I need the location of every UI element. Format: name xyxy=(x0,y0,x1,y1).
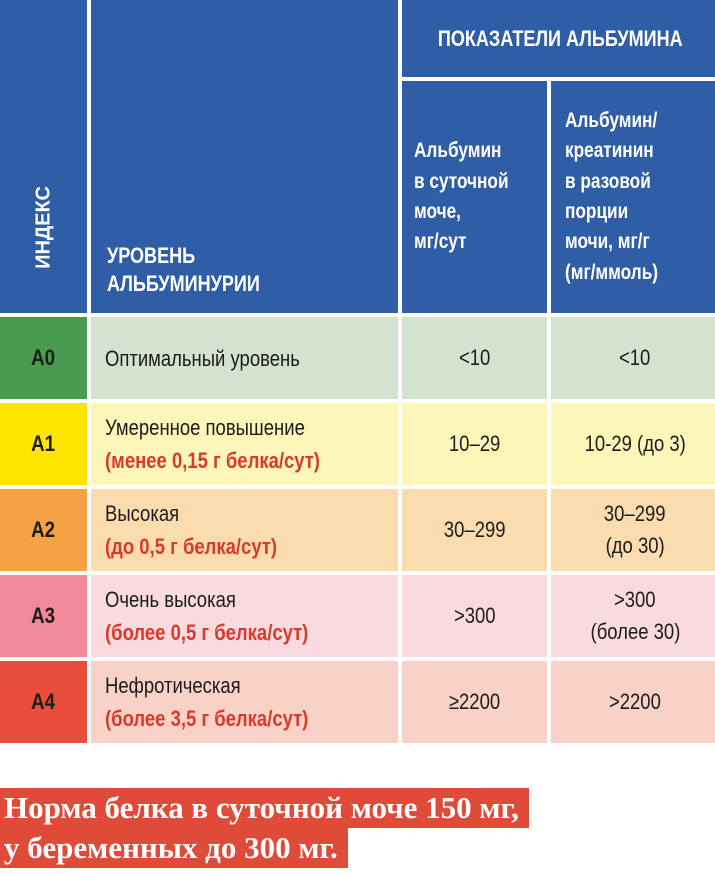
albumin-creatinine-cell: <10 xyxy=(551,317,715,399)
header-group-label: ПОКАЗАТЕЛИ АЛЬБУМИНА xyxy=(438,25,683,51)
header-level: УРОВЕНЬ АЛЬБУМИНУРИИ xyxy=(91,0,398,313)
daily-albumin-value: >300 xyxy=(453,603,496,629)
index-code: А4 xyxy=(31,689,56,714)
header-daily-column: Альбумин в суточной моче, мг/сут xyxy=(402,81,547,313)
albumin-creatinine-value: >2200 xyxy=(609,689,661,715)
daily-albumin-cell: 30–299 xyxy=(402,489,547,571)
level-note: (до 0,5 г белка/сут) xyxy=(105,534,278,559)
daily-albumin-value: 10–29 xyxy=(448,431,501,457)
footer-line-2: у беременных до 300 мг. xyxy=(0,828,348,868)
daily-albumin-value: ≥2200 xyxy=(448,689,501,715)
albumin-creatinine-cell: 10-29 (до 3) xyxy=(551,403,715,485)
albumin-creatinine-value: >300 xyxy=(614,587,656,613)
index-code: А2 xyxy=(31,517,56,542)
index-code: А0 xyxy=(31,345,56,370)
daily-albumin-cell: ≥2200 xyxy=(402,661,547,743)
level-title: Очень высокая xyxy=(105,587,236,612)
header-index-label: ИНДЕКС xyxy=(32,186,54,269)
footer-note: Норма белка в суточной моче 150 мг, у бе… xyxy=(0,788,715,868)
level-title: Высокая xyxy=(105,501,180,526)
albuminuria-table: ИНДЕКС УРОВЕНЬ АЛЬБУМИНУРИИ ПОКАЗАТЕЛИ А… xyxy=(0,0,715,743)
albumin-creatinine-value: 30–299 xyxy=(604,501,666,527)
header-index: ИНДЕКС xyxy=(0,0,87,313)
albumin-creatinine-mmol: (более 30) xyxy=(590,619,680,644)
header-level-label: УРОВЕНЬ АЛЬБУМИНУРИИ xyxy=(107,242,260,297)
level-cell: Очень высокая (более 0,5 г белка/сут) xyxy=(91,575,398,657)
level-title: Нефротическая xyxy=(105,673,241,698)
level-note: (менее 0,15 г белка/сут) xyxy=(105,448,320,473)
header-ratio-column: Альбумин/ креатинин в разовой порции моч… xyxy=(551,81,715,313)
level-cell: Высокая (до 0,5 г белка/сут) xyxy=(91,489,398,571)
albumin-creatinine-value: <10 xyxy=(619,345,651,371)
daily-albumin-cell: >300 xyxy=(402,575,547,657)
daily-albumin-value: 30–299 xyxy=(443,517,506,543)
level-note: (более 3,5 г белка/сут) xyxy=(105,706,309,731)
index-cell: А1 xyxy=(0,403,87,485)
header-albumin-group: ПОКАЗАТЕЛИ АЛЬБУМИНА xyxy=(402,0,715,77)
level-cell: Умеренное повышение (менее 0,15 г белка/с… xyxy=(91,403,398,485)
daily-albumin-cell: 10–29 xyxy=(402,403,547,485)
albumin-creatinine-cell: >2200 xyxy=(551,661,715,743)
albumin-creatinine-cell: >300 (более 30) xyxy=(551,575,715,657)
header-daily-label: Альбумин в суточной моче, мг/сут xyxy=(414,139,509,254)
index-cell: А3 xyxy=(0,575,87,657)
footer-line-1: Норма белка в суточной моче 150 мг, xyxy=(0,788,529,828)
level-cell: Нефротическая (более 3,5 г белка/сут) xyxy=(91,661,398,743)
albumin-creatinine-mmol: (до 30) xyxy=(605,533,665,558)
albumin-creatinine-cell: 30–299 (до 30) xyxy=(551,489,715,571)
level-cell: Оптимальный уровень xyxy=(91,317,398,399)
albumin-creatinine-value: 10-29 (до 3) xyxy=(584,431,686,457)
index-cell: А2 xyxy=(0,489,87,571)
index-cell: А0 xyxy=(0,317,87,399)
index-cell: А4 xyxy=(0,661,87,743)
index-code: А1 xyxy=(31,431,56,456)
index-code: А3 xyxy=(31,603,56,628)
daily-albumin-cell: <10 xyxy=(402,317,547,399)
level-title: Оптимальный уровень xyxy=(105,345,300,371)
daily-albumin-value: <10 xyxy=(458,345,491,371)
header-ratio-label: Альбумин/ креатинин в разовой порции моч… xyxy=(565,108,659,284)
level-note: (более 0,5 г белка/сут) xyxy=(105,620,309,645)
level-title: Умеренное повышение xyxy=(105,415,305,440)
